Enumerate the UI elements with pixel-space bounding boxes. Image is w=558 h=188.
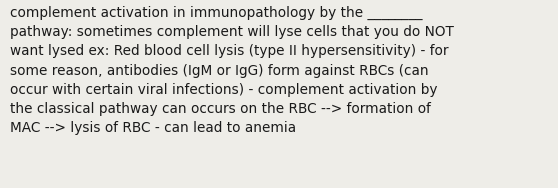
Text: complement activation in immunopathology by the ________
pathway: sometimes comp: complement activation in immunopathology…: [10, 6, 454, 136]
